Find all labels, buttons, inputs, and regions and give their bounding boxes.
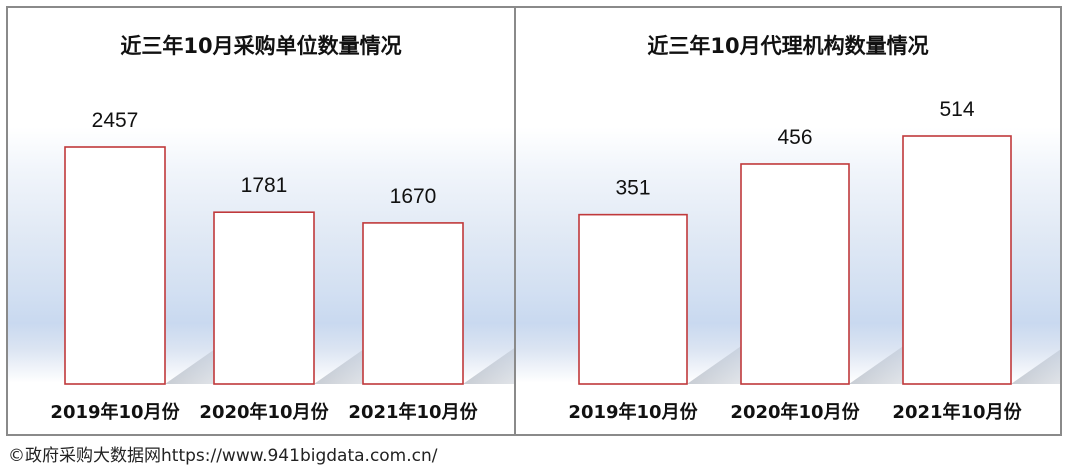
bar [362, 222, 464, 385]
data-label: 1781 [241, 174, 288, 197]
data-label: 351 [615, 177, 650, 200]
bar-shadow [463, 348, 514, 384]
bar [578, 213, 688, 385]
category-label: 2019年10月份 [50, 401, 180, 423]
category-label: 2019年10月份 [568, 401, 698, 423]
bar [902, 135, 1012, 385]
bar [213, 211, 315, 385]
category-label: 2021年10月份 [892, 401, 1022, 423]
category-label: 2020年10月份 [199, 401, 329, 423]
data-label: 1670 [390, 185, 437, 208]
chart-title: 近三年10月代理机构数量情况 [647, 34, 929, 58]
data-label: 2457 [92, 109, 139, 132]
bar [740, 163, 850, 385]
data-label: 456 [777, 126, 812, 149]
category-label: 2021年10月份 [348, 401, 478, 423]
bar-shadow [1011, 349, 1060, 384]
category-label: 2020年10月份 [730, 401, 860, 423]
source-footer: ©政府采购大数据网https://www.941bigdata.com.cn/ [8, 446, 438, 466]
chart-plot-procurement-units: 2457 2019年10月份 1781 2020年10月份 1670 2021年10月份 [50, 109, 514, 423]
data-label: 514 [939, 98, 974, 121]
bar [64, 146, 166, 385]
chart-plot-agencies: 351 2019年10月份 456 2020年10月份 514 2021年10月份 [568, 98, 1060, 423]
chart-panel-agencies: 近三年10月代理机构数量情况 351 2019年10月份 456 2020年10月份 5… [514, 6, 1062, 436]
chart-title: 近三年10月采购单位数量情况 [120, 34, 402, 58]
chart-panel-procurement-units: 近三年10月采购单位数量情况 2457 2019年10月份 1781 2020年10月… [6, 6, 516, 436]
